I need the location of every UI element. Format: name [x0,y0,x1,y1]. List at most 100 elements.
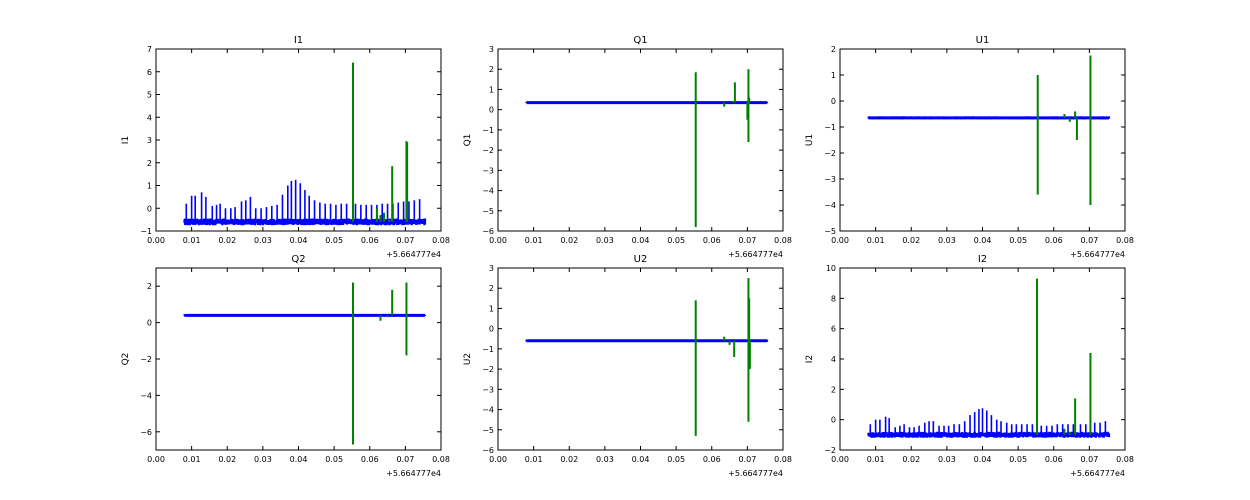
y-tick-label: 1 [489,85,494,94]
x-tick-label: 0.08 [432,455,450,464]
x-tick-label: 0.08 [774,455,792,464]
y-axis-label: U1 [805,134,815,146]
subplot-grid: I1 I1 +5.664777e4 0.00 0.01 0.02 0.03 0.04 0.05 0… [121,35,1134,478]
x-tick-label: 0.08 [1116,455,1134,464]
x-tick-label: 0.04 [632,455,650,464]
x-tick-label: 0.06 [361,236,379,245]
chart-title: U1 [976,35,990,46]
x-tick-label: 0.03 [938,236,956,245]
y-tick-label: 0 [489,325,494,334]
y-axis-label: I1 [121,136,131,144]
x-tick-label: 0.00 [147,236,165,245]
y-tick-label: −5 [482,426,494,435]
x-tick-label: 0.04 [974,455,992,464]
y-tick-label: 1 [831,71,836,80]
y-tick-label: 2 [147,282,152,291]
x-tick-label: 0.05 [325,455,343,464]
y-tick-label: −2 [824,149,836,158]
subplot-q1: Q1 Q1 +5.664777e4 0.00 0.01 0.02 0.03 0.04 0.05 0… [463,35,792,259]
x-tick-label: 0.07 [396,455,414,464]
x-tick-label: 0.05 [667,236,685,245]
axes-frame [497,48,784,232]
x-tick-label: 0.06 [1045,236,1063,245]
x-offset-label: +5.664777e4 [386,250,441,259]
chart-title: I2 [978,254,987,265]
x-tick-label: 0.04 [290,236,308,245]
y-tick-label: −4 [482,187,494,196]
y-tick-label: −3 [482,385,494,394]
y-tick-label: 3 [489,264,494,273]
x-tick-label: 0.07 [1080,236,1098,245]
chart-title: Q2 [291,254,305,265]
y-tick-label: −1 [482,126,494,135]
y-tick-label: 6 [831,325,836,334]
x-tick-label: 0.00 [831,236,849,245]
plot-area [183,62,427,226]
x-tick-label: 0.00 [831,455,849,464]
x-tick-label: 0.03 [254,236,272,245]
subplot-u1: U1 U1 +5.664777e4 0.00 0.01 0.02 0.03 0.04 0.05 0… [805,35,1134,259]
y-tick-label: 0 [831,97,836,106]
plot-area [867,55,1111,205]
y-tick-label: 0 [831,416,836,425]
y-tick-label: 0 [489,106,494,115]
y-tick-label: −6 [482,446,494,455]
x-tick-label: 0.03 [596,455,614,464]
x-offset-label: +5.664777e4 [1070,250,1125,259]
y-tick-label: −4 [140,391,152,400]
x-tick-label: 0.04 [974,236,992,245]
y-tick-label: −5 [824,227,836,236]
x-tick-label: 0.02 [560,236,578,245]
y-tick-label: −2 [824,446,836,455]
y-tick-label: −2 [482,365,494,374]
x-tick-label: 0.08 [1116,236,1134,245]
chart-title: I1 [294,35,303,46]
x-tick-label: 0.07 [1080,455,1098,464]
x-tick-label: 0.01 [867,236,885,245]
y-tick-label: 5 [147,91,152,100]
x-tick-label: 0.07 [738,236,756,245]
x-tick-label: 0.01 [525,455,543,464]
y-tick-label: −1 [824,123,836,132]
plot-area [183,282,427,445]
subplot-u2: U2 U2 +5.664777e4 0.00 0.01 0.02 0.03 0.04 0.05 0… [463,254,792,478]
x-tick-label: 0.02 [902,236,920,245]
y-tick-label: 7 [147,45,152,54]
x-tick-label: 0.04 [290,455,308,464]
y-tick-label: 3 [147,136,152,145]
x-tick-label: 0.02 [218,236,236,245]
axes-frame [497,267,784,451]
x-tick-label: 0.03 [938,455,956,464]
y-tick-label: −4 [482,406,494,415]
y-tick-label: 1 [489,304,494,313]
x-offset-label: +5.664777e4 [386,469,441,478]
x-tick-label: 0.01 [867,455,885,464]
x-tick-label: 0.06 [361,455,379,464]
x-tick-label: 0.03 [596,236,614,245]
x-tick-label: 0.00 [147,455,165,464]
x-offset-label: +5.664777e4 [728,469,783,478]
y-tick-label: 0 [147,204,152,213]
x-tick-label: 0.03 [254,455,272,464]
subplot-i1: I1 I1 +5.664777e4 0.00 0.01 0.02 0.03 0.04 0.05 0… [121,35,450,259]
x-tick-label: 0.02 [902,455,920,464]
y-tick-label: 8 [831,294,836,303]
subplot-q2: Q2 Q2 +5.664777e4 0.00 0.01 0.02 0.03 0.04 0.05 0… [121,254,450,478]
y-tick-label: −6 [482,227,494,236]
x-tick-label: 0.08 [774,236,792,245]
plot-area [525,278,769,436]
x-tick-label: 0.02 [218,455,236,464]
chart-title: U2 [634,254,648,265]
y-tick-label: 6 [147,68,152,77]
y-axis-label: I2 [805,355,815,363]
x-offset-label: +5.664777e4 [728,250,783,259]
x-tick-label: 0.02 [560,455,578,464]
x-tick-label: 0.05 [1009,236,1027,245]
x-tick-label: 0.04 [632,236,650,245]
x-tick-label: 0.06 [1045,455,1063,464]
y-tick-label: −2 [482,146,494,155]
y-tick-label: 2 [147,159,152,168]
x-tick-label: 0.01 [183,236,201,245]
y-tick-label: 2 [489,284,494,293]
